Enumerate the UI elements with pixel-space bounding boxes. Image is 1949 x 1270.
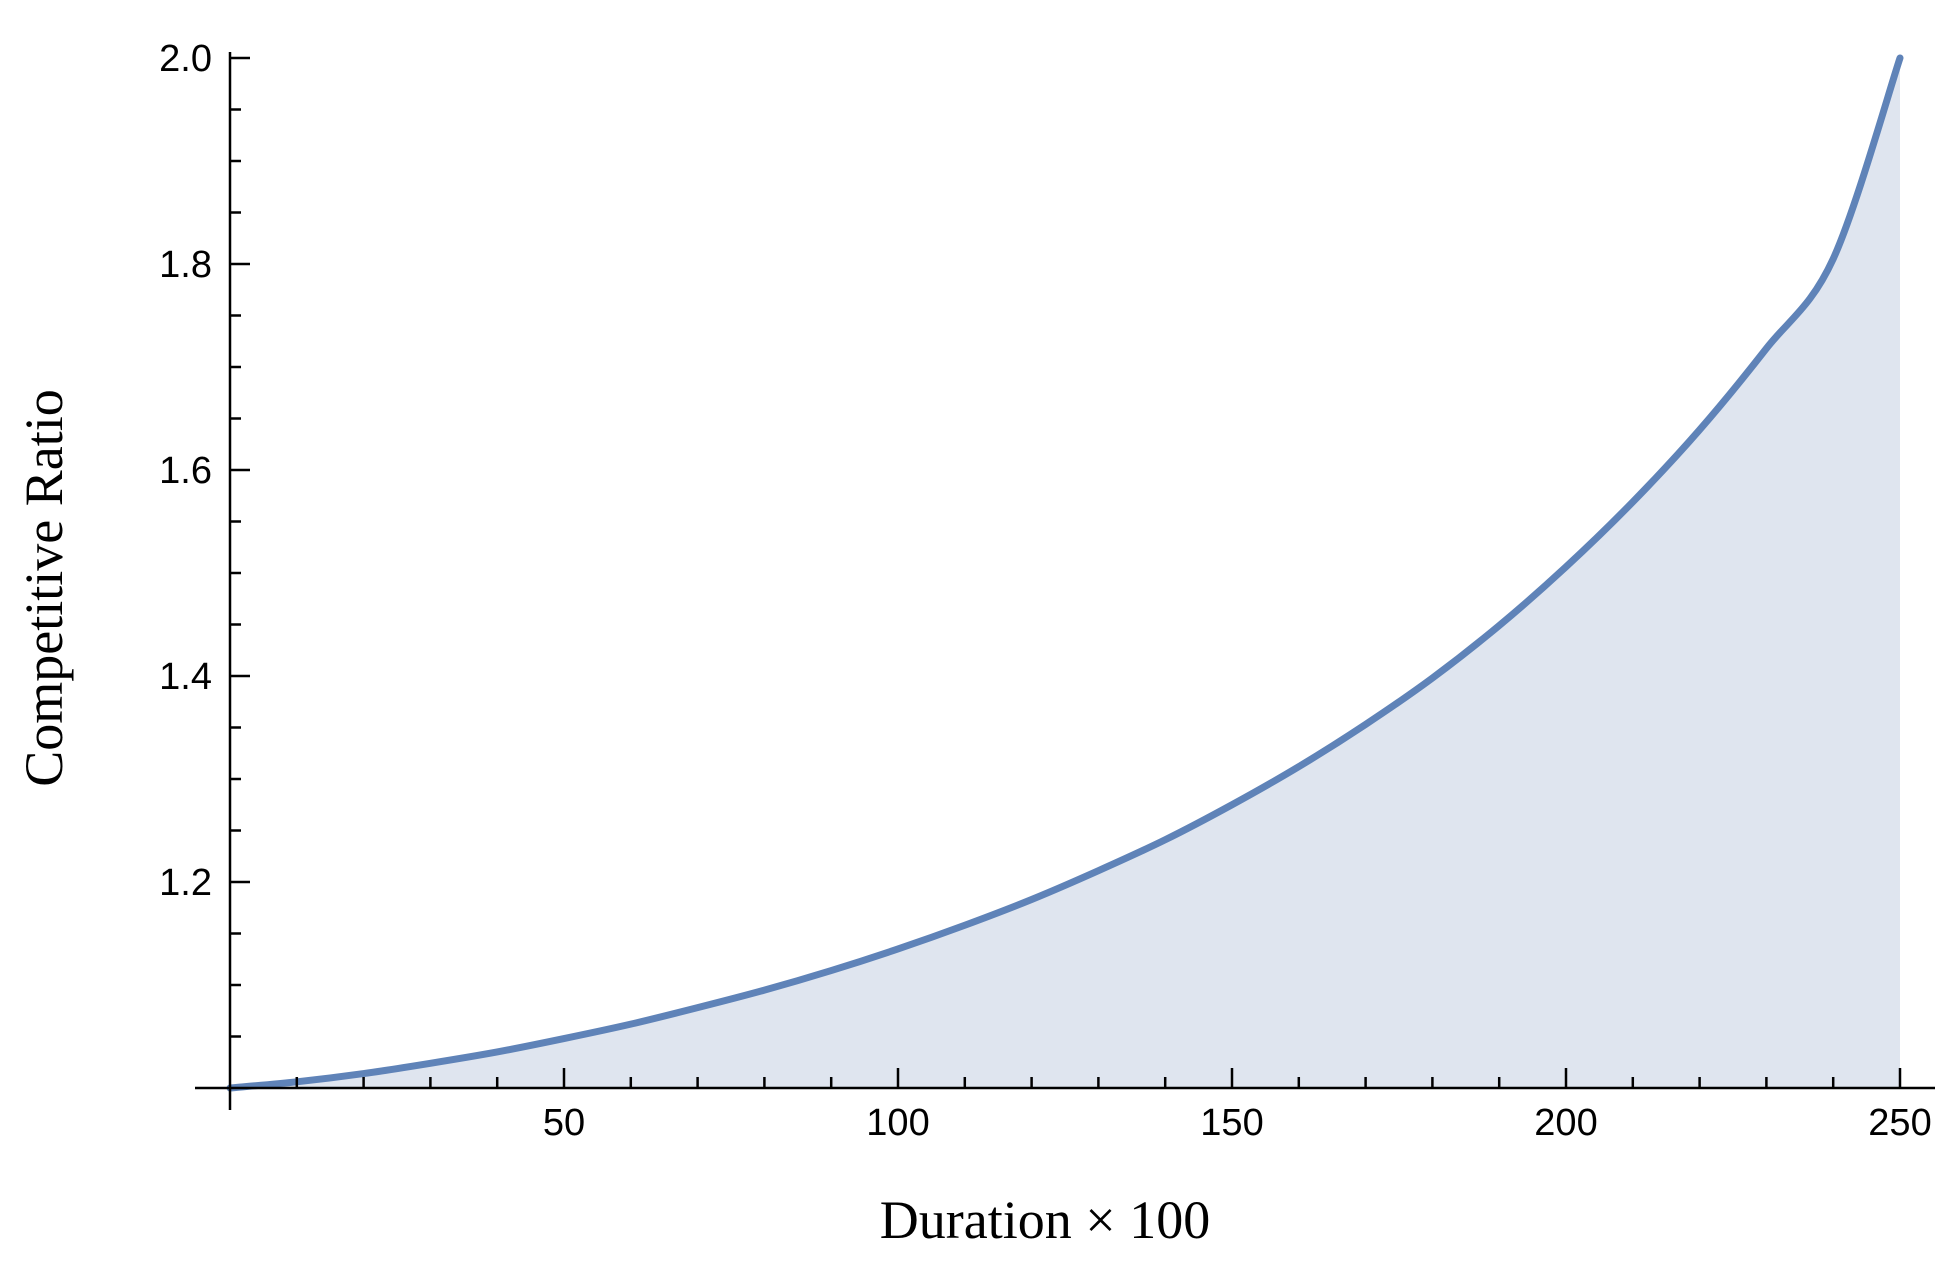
y-tick-label: 1.8 — [159, 244, 212, 286]
x-tick-label: 50 — [543, 1102, 585, 1144]
x-tick-label: 250 — [1868, 1102, 1931, 1144]
y-tick-label: 1.6 — [159, 450, 212, 492]
series-line — [226, 54, 1904, 1092]
x-ticks: 50 100 150 200 250 — [295, 1068, 1932, 1144]
y-tick-label: 1.2 — [159, 862, 212, 904]
x-tick-label: 100 — [866, 1102, 929, 1144]
y-ticks: 1.2 1.4 1.6 1.8 2.0 — [159, 38, 250, 1038]
area-fill — [230, 58, 1900, 1088]
y-axis-title: Competitive Ratio — [14, 389, 74, 786]
x-tick-label: 150 — [1200, 1102, 1263, 1144]
y-tick-label: 1.4 — [159, 656, 212, 698]
x-tick-label: 200 — [1534, 1102, 1597, 1144]
x-axis-title: Duration × 100 — [880, 1190, 1210, 1250]
y-tick-label: 2.0 — [159, 38, 212, 80]
